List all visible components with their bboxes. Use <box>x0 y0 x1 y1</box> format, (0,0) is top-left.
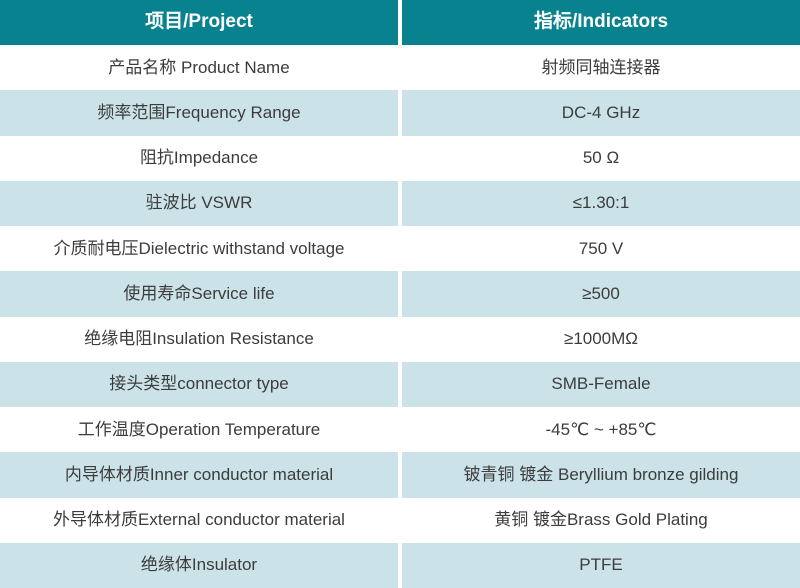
project-cell: 驻波比 VSWR <box>0 180 398 227</box>
table-row: 产品名称 Product Name 射频同轴连接器 <box>0 45 800 91</box>
indicator-cell: 射频同轴连接器 <box>402 45 800 91</box>
table-row: 使用寿命Service life ≥500 <box>0 271 800 317</box>
header-cell-project: 项目/Project <box>0 0 398 46</box>
table-row: 绝缘体Insulator PTFE <box>0 542 800 588</box>
project-cell: 工作温度Operation Temperature <box>0 407 398 453</box>
project-cell: 产品名称 Product Name <box>0 45 398 91</box>
table-row: 接头类型connector type SMB-Female <box>0 361 800 408</box>
project-cell: 介质耐电压Dielectric withstand voltage <box>0 226 398 272</box>
table-row: 驻波比 VSWR ≤1.30:1 <box>0 180 800 227</box>
project-cell: 频率范围Frequency Range <box>0 90 398 136</box>
indicator-cell: PTFE <box>402 542 800 588</box>
indicator-cell: 黄铜 镀金Brass Gold Plating <box>402 497 800 543</box>
table-row: 外导体材质External conductor material 黄铜 镀金Br… <box>0 497 800 543</box>
table-row: 绝缘电阻Insulation Resistance ≥1000MΩ <box>0 316 800 362</box>
indicator-cell: ≤1.30:1 <box>402 180 800 227</box>
header-cell-indicators: 指标/Indicators <box>402 0 800 46</box>
project-cell: 接头类型connector type <box>0 361 398 408</box>
project-cell: 阻抗Impedance <box>0 135 398 181</box>
project-cell: 绝缘体Insulator <box>0 542 398 588</box>
indicator-cell: 750 V <box>402 226 800 272</box>
indicator-cell: DC-4 GHz <box>402 90 800 136</box>
table-row: 阻抗Impedance 50 Ω <box>0 135 800 181</box>
indicator-cell: 铍青铜 镀金 Beryllium bronze gilding <box>402 452 800 498</box>
indicator-cell: ≥500 <box>402 271 800 317</box>
indicator-cell: SMB-Female <box>402 361 800 408</box>
project-cell: 内导体材质Inner conductor material <box>0 452 398 498</box>
indicator-cell: ≥1000MΩ <box>402 316 800 362</box>
table-row: 频率范围Frequency Range DC-4 GHz <box>0 90 800 136</box>
table-row: 介质耐电压Dielectric withstand voltage 750 V <box>0 226 800 272</box>
indicator-cell: -45℃ ~ +85℃ <box>402 407 800 453</box>
table-row: 内导体材质Inner conductor material 铍青铜 镀金 Ber… <box>0 452 800 498</box>
project-cell: 使用寿命Service life <box>0 271 398 317</box>
table-header-row: 项目/Project 指标/Indicators <box>0 0 800 46</box>
project-cell: 绝缘电阻Insulation Resistance <box>0 316 398 362</box>
indicator-cell: 50 Ω <box>402 135 800 181</box>
table-row: 工作温度Operation Temperature -45℃ ~ +85℃ <box>0 407 800 453</box>
project-cell: 外导体材质External conductor material <box>0 497 398 543</box>
